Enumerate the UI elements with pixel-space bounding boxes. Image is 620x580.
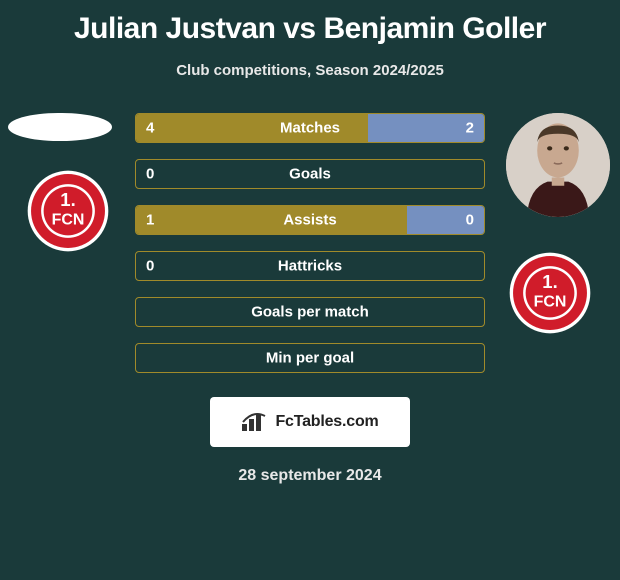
stat-label: Assists: [283, 212, 336, 229]
svg-text:FCN: FCN: [52, 211, 85, 228]
stat-row: 1 0 Assists: [135, 205, 485, 235]
stat-label: Goals: [289, 166, 331, 183]
date-line: 28 september 2024: [0, 467, 620, 485]
stat-rows: 4 2 Matches 0 Goals 1 0 Assists 0 Hattricks Goals …: [135, 113, 485, 389]
svg-text:FCN: FCN: [534, 293, 567, 310]
stat-row: Min per goal: [135, 343, 485, 373]
fctables-logo-icon: [241, 412, 269, 432]
club-badge-right: 1. FCN: [508, 251, 592, 335]
svg-text:1.: 1.: [542, 271, 557, 292]
stat-row: 4 2 Matches: [135, 113, 485, 143]
club-badge-left: 1. FCN: [26, 169, 110, 253]
bar-left: [136, 206, 407, 234]
player-photo-right: [506, 113, 610, 217]
stat-label: Min per goal: [266, 350, 354, 367]
page-title: Julian Justvan vs Benjamin Goller: [0, 0, 620, 46]
stat-value-left: 0: [146, 258, 154, 275]
subtitle: Club competitions, Season 2024/2025: [0, 62, 620, 79]
stat-row: 0 Hattricks: [135, 251, 485, 281]
stat-label: Matches: [280, 120, 340, 137]
stat-value-right: 0: [466, 212, 474, 229]
stat-value-right: 2: [466, 120, 474, 137]
stat-row: Goals per match: [135, 297, 485, 327]
stat-row: 0 Goals: [135, 159, 485, 189]
branding-pill: FcTables.com: [210, 397, 410, 447]
stat-value-left: 0: [146, 166, 154, 183]
stat-label: Hattricks: [278, 258, 342, 275]
comparison-area: 1. FCN 1. FCN 4 2 Matches 0 Goals 1 0 Assists 0 H…: [0, 113, 620, 393]
player-photo-left-placeholder: [8, 113, 112, 141]
stat-value-left: 4: [146, 120, 154, 137]
player-silhouette-icon: [506, 113, 610, 217]
stat-label: Goals per match: [251, 304, 369, 321]
branding-text: FcTables.com: [275, 413, 378, 431]
svg-text:1.: 1.: [60, 189, 75, 210]
stat-value-left: 1: [146, 212, 154, 229]
